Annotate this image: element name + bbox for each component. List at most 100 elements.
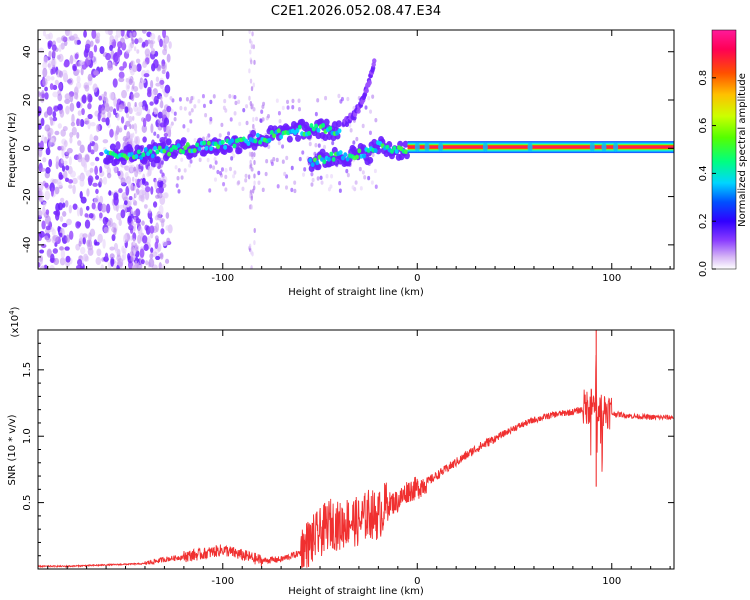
noise-speckle <box>85 57 92 66</box>
steady-line-core <box>407 146 674 148</box>
stripe-speckle <box>250 86 254 92</box>
scatter-speckle <box>224 187 228 192</box>
noise-speckle <box>155 82 161 87</box>
noise-speckle <box>164 84 171 94</box>
noise-speckle <box>149 32 156 41</box>
noise-speckle <box>44 182 49 188</box>
noise-speckle <box>125 112 130 119</box>
noise-speckle <box>85 205 90 211</box>
noise-speckle <box>64 177 70 182</box>
noise-speckle <box>89 167 94 173</box>
scatter-speckle <box>173 116 177 122</box>
scatter-speckle <box>317 143 321 148</box>
scatter-speckle <box>355 136 359 142</box>
main-trace-core <box>136 149 141 155</box>
stripe-speckle <box>248 243 252 249</box>
scatter-speckle <box>352 140 356 145</box>
noise-speckle <box>79 207 83 217</box>
noise-speckle <box>134 38 139 45</box>
snr-series-line <box>38 355 674 569</box>
noise-speckle <box>39 167 46 172</box>
noise-speckle <box>48 158 53 168</box>
noise-speckle <box>128 78 133 86</box>
noise-speckle <box>55 202 61 212</box>
noise-speckle <box>125 176 132 185</box>
main-trace-core <box>155 149 160 155</box>
noise-speckle <box>87 244 94 251</box>
scatter-speckle <box>374 184 378 189</box>
stripe-speckle <box>129 133 133 139</box>
noise-speckle <box>143 204 148 209</box>
noise-speckle <box>39 249 45 254</box>
noise-speckle <box>137 234 142 244</box>
noise-speckle <box>68 179 74 184</box>
main-trace-core <box>311 126 316 132</box>
noise-speckle <box>38 106 42 116</box>
steady-line-bump <box>424 142 430 153</box>
scatter-speckle <box>155 162 159 167</box>
noise-speckle <box>118 66 125 71</box>
noise-speckle <box>77 140 82 146</box>
main-trace-core <box>148 149 153 154</box>
main-trace-core <box>253 138 258 144</box>
snr-scale-exponent: 4 <box>8 310 16 315</box>
noise-speckle <box>122 61 127 69</box>
noise-speckle <box>149 253 154 260</box>
scatter-speckle <box>331 140 335 146</box>
main-trace-core <box>230 138 235 144</box>
scatter-speckle <box>320 180 324 185</box>
spectrogram-panel: -100 0 100 -40 -20 0 20 40 Height of straight … <box>7 29 675 298</box>
noise-speckle <box>45 147 51 156</box>
noise-speckle <box>154 179 158 190</box>
noise-speckle <box>163 132 169 138</box>
steady-line-bump <box>438 142 444 153</box>
noise-speckle <box>69 170 76 178</box>
noise-speckle <box>102 176 108 185</box>
snr-line-layer <box>38 330 674 569</box>
noise-speckle <box>118 219 122 227</box>
noise-speckle <box>117 171 121 177</box>
scatter-speckle <box>241 186 245 192</box>
scatter-speckle <box>308 141 312 147</box>
branch-trace-core <box>403 149 408 155</box>
noise-speckle <box>149 217 153 224</box>
noise-speckle <box>122 233 128 244</box>
scatter-speckle <box>354 180 358 185</box>
stripe-speckle <box>132 246 135 252</box>
stripe-speckle <box>133 46 137 52</box>
noise-speckle <box>44 92 49 100</box>
scatter-speckle <box>237 99 241 105</box>
stripe-speckle <box>133 217 137 223</box>
scatter-speckle <box>224 108 228 113</box>
noise-speckle <box>116 112 121 121</box>
scatter-speckle <box>291 98 295 104</box>
noise-speckle <box>40 264 45 269</box>
spectrogram-y-tick-label: 20 <box>22 94 33 107</box>
scatter-speckle <box>222 181 226 187</box>
noise-speckle <box>106 172 112 179</box>
noise-speckle <box>147 235 151 245</box>
noise-speckle <box>89 40 94 47</box>
noise-speckle <box>76 39 82 45</box>
noise-speckle <box>109 44 113 51</box>
noise-speckle <box>38 124 42 130</box>
scatter-speckle <box>179 105 183 111</box>
scatter-speckle <box>153 110 157 115</box>
scatter-speckle <box>218 133 222 138</box>
branch-trace-halo <box>367 156 374 164</box>
main-trace-core <box>204 145 209 151</box>
scatter-speckle <box>374 117 378 123</box>
main-trace-core <box>143 147 148 152</box>
noise-speckle <box>158 204 164 215</box>
main-trace-halo <box>154 156 161 164</box>
scatter-speckle <box>252 107 256 112</box>
main-trace-core <box>164 145 169 151</box>
scatter-speckle <box>155 99 159 104</box>
noise-speckle <box>119 103 126 110</box>
stripe-speckle <box>253 227 256 233</box>
colorbar-label: Normalized spectral amplitude <box>737 73 748 227</box>
snr-x-tick-label: 100 <box>602 576 621 587</box>
main-trace-core <box>337 128 342 134</box>
noise-speckle <box>44 124 51 132</box>
